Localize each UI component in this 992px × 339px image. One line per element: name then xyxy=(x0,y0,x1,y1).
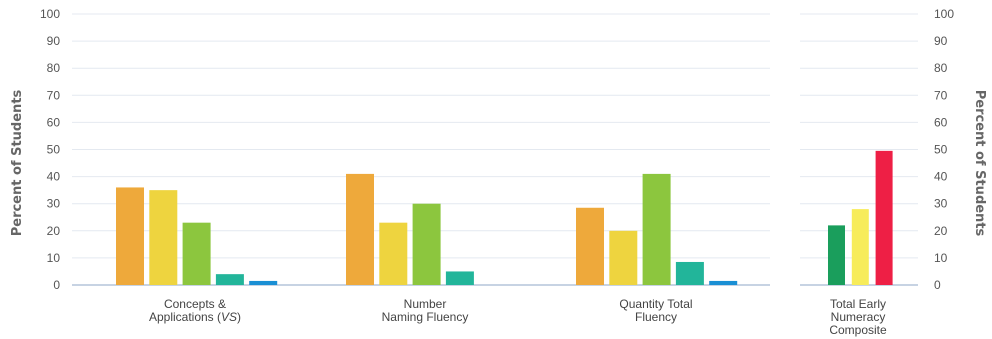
y-tick-label: 50 xyxy=(47,143,61,157)
bar xyxy=(249,280,278,285)
bar xyxy=(182,222,211,285)
composite-plot: 0 10 20 30 40 50 60 70 80 90 100 Total EarlyNumerac… xyxy=(800,7,954,337)
bar xyxy=(379,222,408,285)
category-label: Fluency xyxy=(635,310,677,324)
y-tick-label: 40 xyxy=(47,170,61,184)
y-tick-label: 0 xyxy=(934,278,941,292)
y-tick-label: 60 xyxy=(47,115,61,129)
bar xyxy=(828,225,845,285)
y-tick-label: 60 xyxy=(934,115,948,129)
y-tick-label: 20 xyxy=(47,224,61,238)
category-label: Number xyxy=(404,297,447,311)
y-axis-title-right: Percent of Students xyxy=(972,90,987,237)
y-tick-label: 10 xyxy=(47,251,61,265)
category-label: Total Early xyxy=(830,297,886,311)
y-tick-label: 100 xyxy=(40,7,60,21)
category-label: Composite xyxy=(829,323,887,337)
bar xyxy=(609,230,638,285)
y-tick-label: 70 xyxy=(47,88,61,102)
y-tick-label: 90 xyxy=(47,34,61,48)
bar xyxy=(675,261,704,285)
y-tick-label: 80 xyxy=(934,61,948,75)
category-label: Quantity Total xyxy=(619,297,692,311)
y-tick-label: 0 xyxy=(53,278,60,292)
y-tick-label: 100 xyxy=(934,7,954,21)
bar xyxy=(851,209,869,285)
category-label: Naming Fluency xyxy=(382,310,469,324)
bar xyxy=(116,187,144,285)
bar xyxy=(709,280,738,285)
bar xyxy=(346,173,374,285)
category-label: Concepts & xyxy=(164,297,226,311)
bar xyxy=(149,190,178,285)
y-tick-label: 50 xyxy=(934,143,948,157)
bar xyxy=(412,203,441,285)
bar xyxy=(642,173,671,285)
bar xyxy=(215,274,244,285)
y-tick-label: 20 xyxy=(934,224,948,238)
bar xyxy=(445,271,474,285)
y-tick-label: 40 xyxy=(934,170,948,184)
category-label: Numeracy xyxy=(831,310,886,324)
y-tick-label: 70 xyxy=(934,88,948,102)
bar xyxy=(875,150,893,285)
y-tick-label: 30 xyxy=(934,197,948,211)
y-tick-label: 90 xyxy=(934,34,948,48)
y-tick-label: 10 xyxy=(934,251,948,265)
y-tick-label: 30 xyxy=(47,197,61,211)
subtests-plot: 0 10 20 30 40 50 60 70 80 90 100 Concepts &Applicat… xyxy=(40,7,770,324)
category-label: Applications (VS) xyxy=(149,310,241,324)
bar xyxy=(576,207,604,285)
y-tick-label: 80 xyxy=(47,61,61,75)
y-axis-title-left: Percent of Students xyxy=(10,89,25,236)
